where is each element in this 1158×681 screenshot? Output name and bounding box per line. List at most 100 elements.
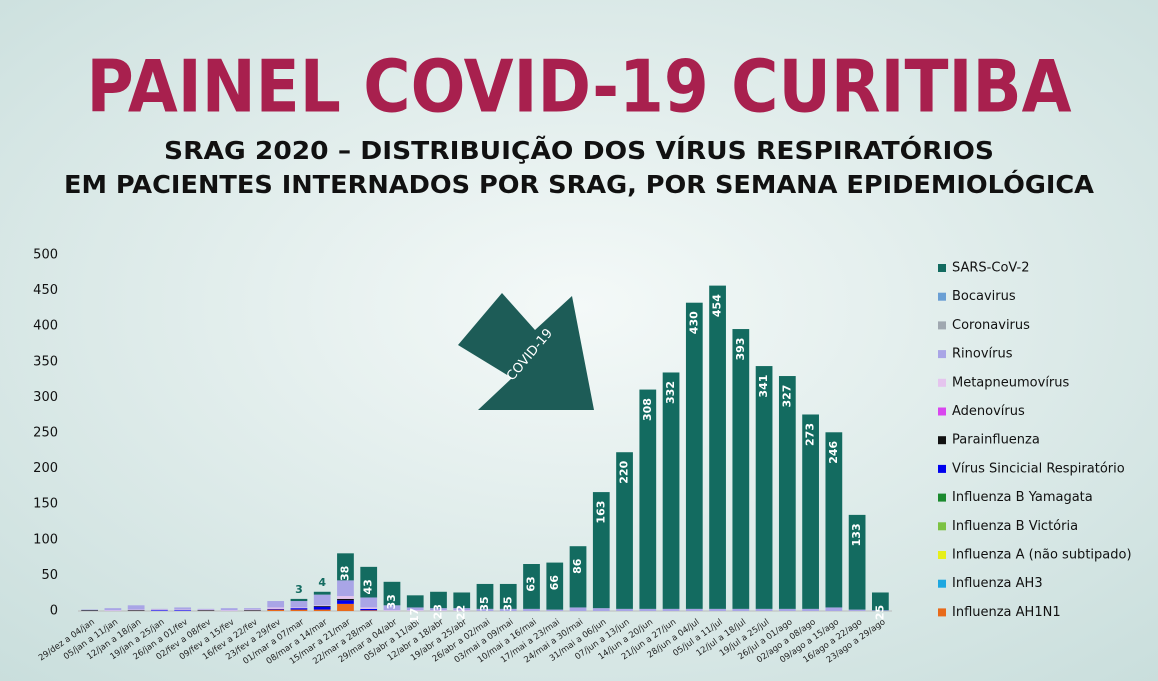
bar-segment xyxy=(778,376,796,609)
bar-segment xyxy=(360,607,378,609)
bar-segment xyxy=(360,608,378,611)
y-tick-label: 250 xyxy=(33,426,58,441)
y-tick-label: 200 xyxy=(33,461,58,476)
data-label: 220 xyxy=(618,460,631,483)
legend-label: Influenza AH1N1 xyxy=(952,605,1061,620)
bar-segment xyxy=(290,608,308,610)
bar-segment xyxy=(430,610,447,611)
bar-segment xyxy=(453,610,471,611)
data-label: 86 xyxy=(571,558,584,574)
legend-swatch xyxy=(938,608,946,617)
legend-swatch xyxy=(938,493,946,502)
bar-segment xyxy=(430,608,447,611)
legend-label: Metapneumovírus xyxy=(952,375,1070,390)
bar-segment xyxy=(778,608,796,611)
bar-segment xyxy=(174,609,192,611)
bar-segment xyxy=(453,608,471,611)
bar-segment xyxy=(871,610,889,611)
legend-label: Bocavirus xyxy=(952,289,1016,304)
bar-segment xyxy=(290,598,308,602)
bar-segment xyxy=(244,608,261,610)
bar-segment xyxy=(151,608,168,610)
data-label: 454 xyxy=(711,294,724,317)
bar-segment xyxy=(151,609,168,611)
bar-segment xyxy=(337,603,354,611)
bar-segment xyxy=(616,608,633,611)
bar-segment xyxy=(337,598,354,601)
data-label: 23 xyxy=(431,604,444,619)
legend-label: Influenza B Victória xyxy=(952,519,1078,534)
data-label: 393 xyxy=(734,338,747,361)
bar-segment xyxy=(499,583,517,609)
bar-segment xyxy=(313,605,331,607)
legend-label: Vírus Sincicial Respiratório xyxy=(952,461,1125,476)
bar-segment xyxy=(337,580,354,597)
data-label: 3 xyxy=(295,583,303,596)
bar-segment xyxy=(523,564,540,609)
legend-swatch xyxy=(938,350,946,359)
bar-segment xyxy=(383,581,401,606)
bar-segment xyxy=(313,609,331,611)
bar-segment xyxy=(197,608,215,610)
legend-swatch xyxy=(938,579,946,588)
subtitle: EM PACIENTES INTERNADOS POR SRAG, POR SE… xyxy=(64,169,1095,199)
bar-segment xyxy=(197,609,215,611)
legend-label: SARS-CoV-2 xyxy=(952,261,1030,276)
y-tick-label: 450 xyxy=(33,283,58,298)
bar-segment xyxy=(825,432,843,608)
bar-segment xyxy=(290,609,308,611)
legend-label: Influenza AH3 xyxy=(952,576,1043,591)
bar-segment xyxy=(81,609,99,611)
data-label: 66 xyxy=(548,575,561,591)
bar-segment xyxy=(81,610,99,611)
legend-label: Rinovírus xyxy=(952,347,1013,362)
data-label: 25 xyxy=(873,605,886,620)
bar-segment xyxy=(337,596,354,599)
bar-segment xyxy=(267,607,285,609)
bar-segment xyxy=(871,592,889,611)
data-label: 273 xyxy=(804,423,817,446)
bar-segment xyxy=(685,302,703,609)
data-label: 430 xyxy=(687,311,700,334)
bar-segment xyxy=(709,608,726,611)
bar-segment xyxy=(313,606,331,610)
bar-segment xyxy=(337,600,354,604)
data-label: 163 xyxy=(594,501,607,524)
bar-segment xyxy=(569,546,587,608)
bar-segment xyxy=(569,607,587,611)
y-tick-label: 0 xyxy=(50,604,58,619)
bar-segment xyxy=(313,594,331,606)
bar-segment xyxy=(267,609,285,611)
bar-segment xyxy=(848,514,866,610)
data-label: 63 xyxy=(525,576,538,591)
bar-segment xyxy=(406,607,424,611)
data-label: 246 xyxy=(827,440,840,463)
data-label: 332 xyxy=(664,381,677,404)
bar-segment xyxy=(220,608,238,611)
bar-segment xyxy=(662,372,680,609)
legend-swatch xyxy=(938,407,946,416)
bar-segment xyxy=(244,609,261,611)
y-tick-label: 100 xyxy=(33,532,58,547)
bar-segment xyxy=(174,607,192,610)
legend-label: Coronavirus xyxy=(952,318,1030,333)
bar-segment xyxy=(732,608,750,611)
data-label: 35 xyxy=(478,596,491,611)
bar-segment xyxy=(220,610,238,611)
bar-segment xyxy=(383,610,401,611)
bar-segment xyxy=(244,610,261,611)
bar-segment xyxy=(360,566,378,598)
legend-label: Parainfluenza xyxy=(952,433,1040,448)
y-tick-label: 300 xyxy=(33,390,58,405)
y-tick-label: 350 xyxy=(33,354,58,369)
bar-segment xyxy=(499,608,517,611)
y-tick-label: 400 xyxy=(33,319,58,334)
bar-segment xyxy=(592,608,610,611)
bar-segment xyxy=(453,592,471,609)
bar-segment xyxy=(197,610,215,611)
data-label: 4 xyxy=(318,576,326,589)
bar-segment xyxy=(406,595,424,608)
bar-segment xyxy=(127,605,145,610)
bar-segment xyxy=(383,605,401,611)
